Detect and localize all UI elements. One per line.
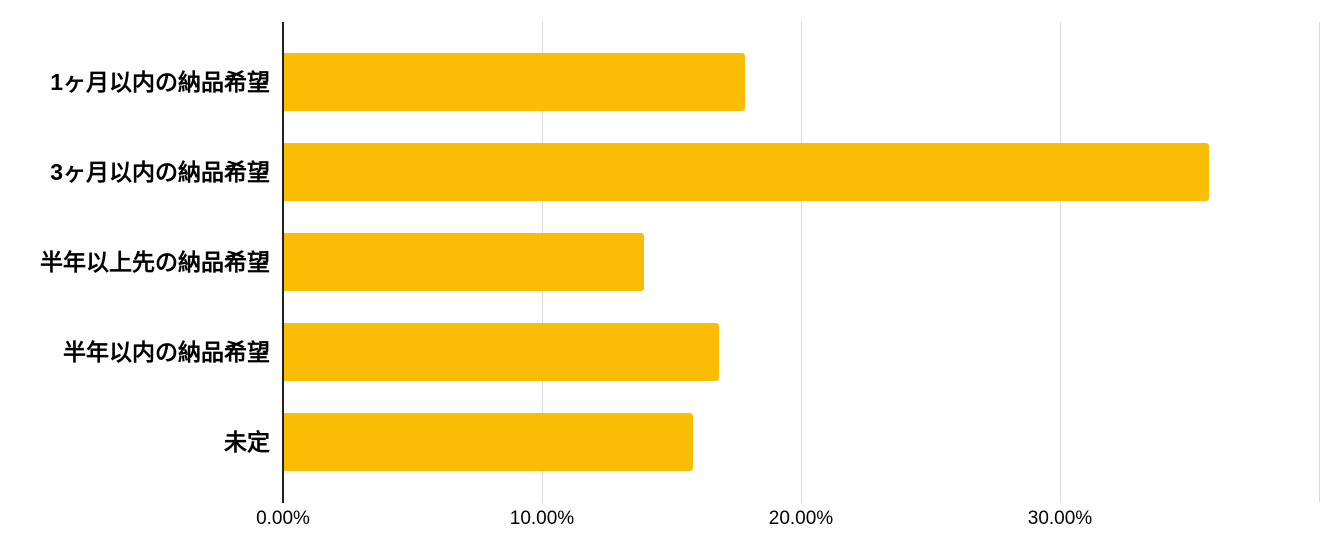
category-label: 半年以内の納品希望 [63, 339, 270, 365]
y-axis-line [282, 22, 284, 503]
x-tick-label: 0.00% [256, 508, 310, 529]
plot-area [282, 22, 1320, 503]
bar [284, 413, 694, 471]
gridline [1060, 22, 1061, 503]
bar [284, 143, 1209, 201]
category-label: 未定 [224, 429, 270, 455]
gridline [1319, 22, 1320, 503]
bar [284, 53, 746, 111]
category-label: 3ヶ月以内の納品希望 [50, 159, 270, 185]
x-tick-label: 10.00% [509, 508, 575, 529]
category-label: 1ヶ月以内の納品希望 [50, 69, 270, 95]
x-tick-label: 30.00% [1027, 508, 1093, 529]
category-label: 半年以上先の納品希望 [40, 249, 270, 275]
gridline [801, 22, 802, 503]
bar [284, 323, 720, 381]
bar [284, 233, 644, 291]
x-tick-label: 20.00% [768, 508, 834, 529]
